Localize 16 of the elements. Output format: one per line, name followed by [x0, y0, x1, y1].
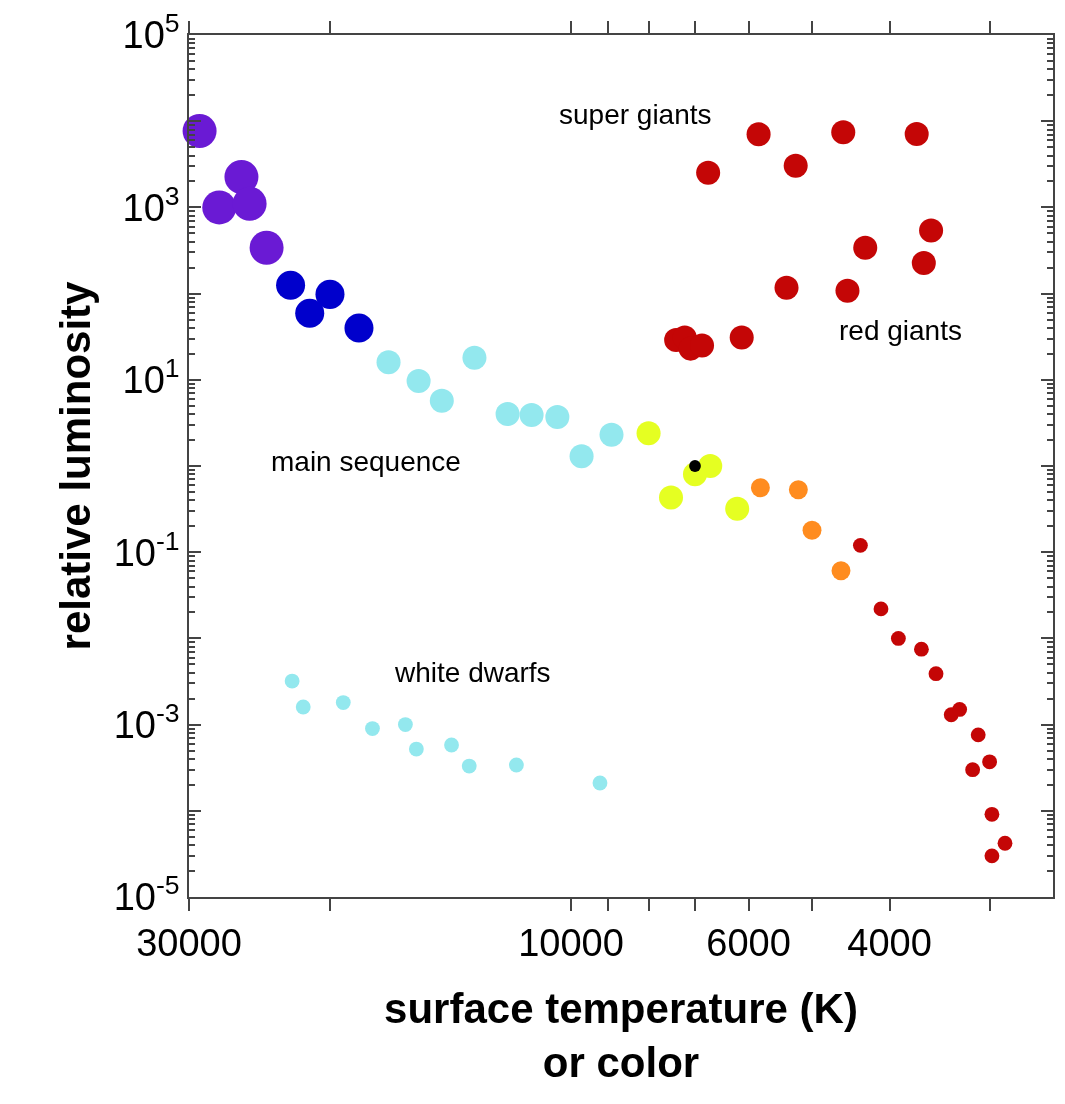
- y-axis-title: relative luminosity: [52, 280, 100, 651]
- x-tick-label: 4000: [847, 922, 932, 965]
- y-tick-label: 10$^{-1}$: [113, 525, 180, 574]
- y-tick-label: 10$^{1}$: [122, 353, 180, 402]
- annotation: white dwarfs: [394, 657, 551, 688]
- annotation: red giants: [839, 315, 962, 346]
- x-tick-label: 10000: [518, 922, 624, 965]
- annotation: main sequence: [271, 446, 461, 477]
- y-tick-label: 10$^{3}$: [122, 180, 180, 229]
- x-tick-label: 30000: [136, 922, 242, 965]
- x-axis-title: surface temperature (K) or color: [384, 984, 858, 1087]
- x-tick-label: 6000: [706, 922, 791, 965]
- y-tick-label: 10$^{-3}$: [113, 697, 180, 746]
- y-tick-label: 10$^{-5}$: [113, 870, 180, 919]
- annotation: super giants: [559, 99, 712, 130]
- y-tick-label: 10$^{5}$: [122, 8, 180, 57]
